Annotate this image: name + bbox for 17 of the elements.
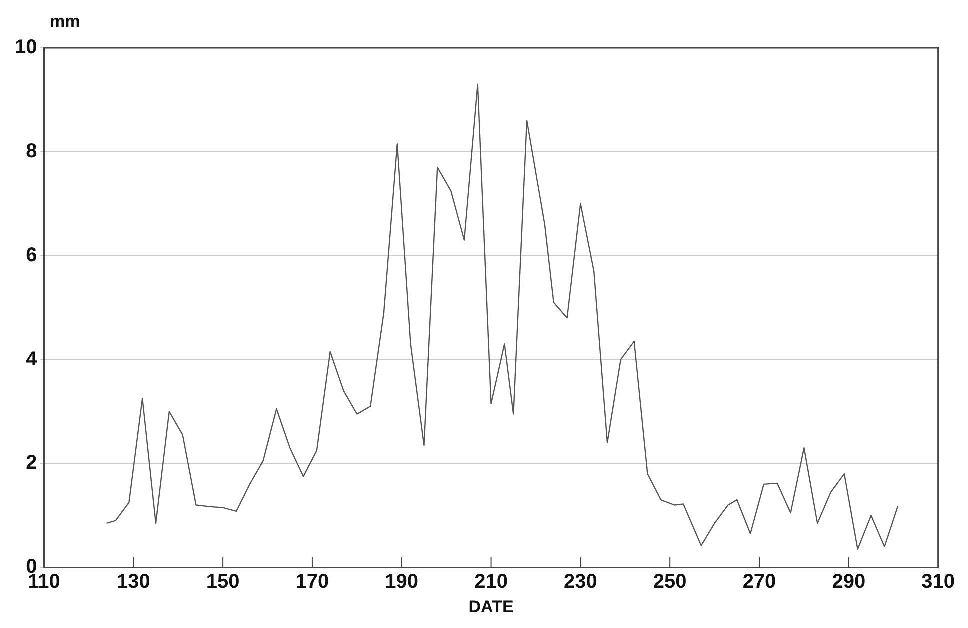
x-tick-label: 170 — [296, 571, 330, 594]
y-tick-label: 10 — [14, 36, 38, 59]
x-tick-label: 230 — [564, 571, 598, 594]
x-tick-label: 270 — [742, 571, 776, 594]
y-tick-label: 4 — [26, 348, 38, 370]
x-tick-label: 130 — [116, 571, 150, 594]
y-tick-label: 8 — [26, 140, 38, 162]
x-tick-label: 190 — [385, 571, 419, 594]
x-tick-label: 210 — [474, 571, 508, 594]
x-tick-label: 250 — [653, 571, 687, 594]
y-tick-label: 6 — [26, 244, 38, 266]
y-axis-title: mm — [50, 12, 80, 32]
y-tick-label: 2 — [26, 452, 38, 474]
x-tick-label: 290 — [832, 571, 866, 594]
x-tick-label: 150 — [206, 571, 240, 594]
x-axis-title: DATE — [468, 597, 514, 616]
x-tick-label: 310 — [922, 571, 956, 594]
